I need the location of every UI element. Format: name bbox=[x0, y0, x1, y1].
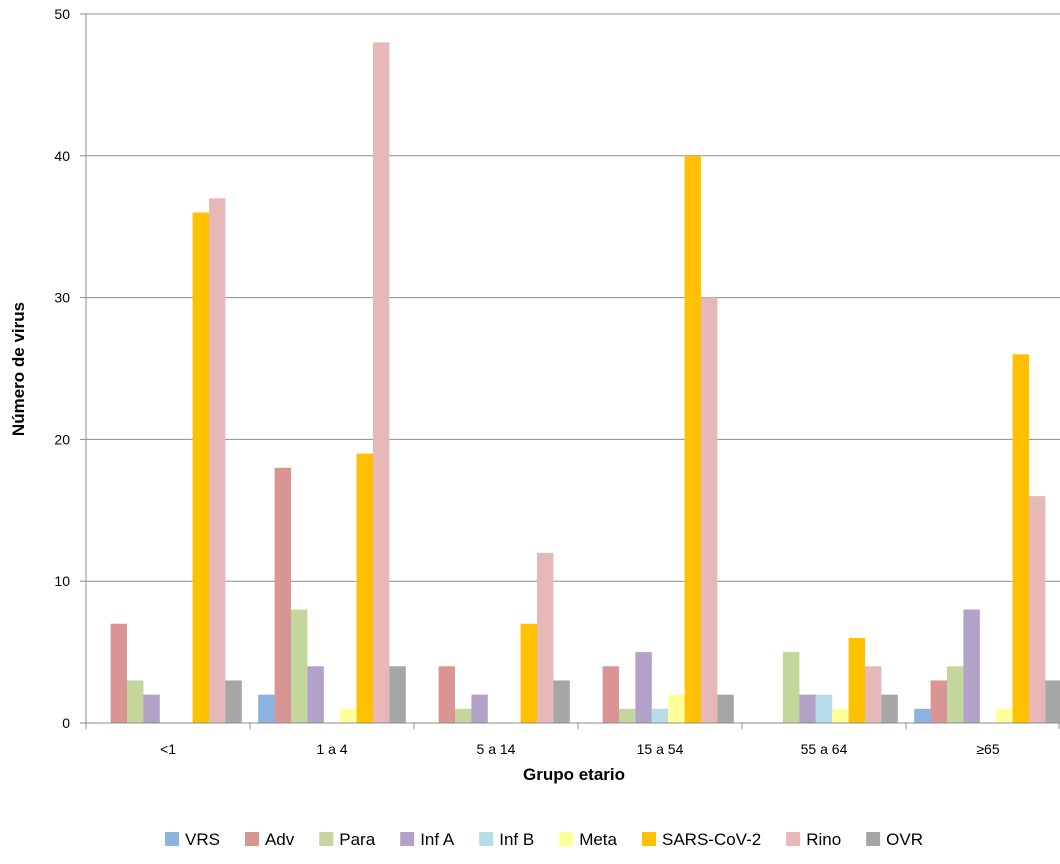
x-tick-label: 55 a 64 bbox=[801, 741, 848, 757]
bar-para-1 bbox=[291, 609, 308, 723]
bar-ovr-5 bbox=[1045, 680, 1060, 723]
legend-label: Inf A bbox=[420, 830, 455, 849]
legend-item-rino: Rino bbox=[786, 830, 841, 849]
bar-adv-1 bbox=[274, 467, 291, 723]
bar-para-5 bbox=[947, 666, 964, 723]
bar-sars-cov-2-4 bbox=[848, 637, 865, 723]
legend-item-adv: Adv bbox=[244, 830, 295, 849]
bar-inf-a-3 bbox=[635, 652, 652, 723]
legend-item-inf-b: Inf B bbox=[479, 830, 534, 849]
legend-swatch bbox=[319, 832, 334, 846]
bar-inf-b-4 bbox=[815, 694, 833, 723]
legend-item-meta: Meta bbox=[559, 830, 618, 849]
y-tick-label: 50 bbox=[54, 6, 70, 22]
legend-label: Inf B bbox=[499, 830, 534, 849]
legend-swatch bbox=[866, 832, 881, 846]
legend-swatch bbox=[400, 832, 415, 846]
bar-meta-1 bbox=[340, 708, 357, 723]
bar-rino-5 bbox=[1029, 496, 1046, 723]
x-tick-label: ≥65 bbox=[976, 741, 999, 757]
bar-ovr-3 bbox=[717, 694, 734, 723]
legend-item-vrs: VRS bbox=[165, 830, 220, 849]
bar-rino-3 bbox=[701, 297, 718, 723]
y-tick-label: 40 bbox=[54, 148, 70, 164]
x-tick-label: 1 a 4 bbox=[316, 741, 347, 757]
bar-ovr-0 bbox=[225, 680, 242, 723]
bar-adv-0 bbox=[110, 623, 127, 723]
bar-adv-5 bbox=[930, 680, 947, 723]
bar-para-4 bbox=[783, 652, 800, 723]
bar-vrs-1 bbox=[258, 694, 275, 723]
bar-para-3 bbox=[619, 708, 636, 723]
bar-meta-5 bbox=[996, 708, 1013, 723]
bar-inf-a-0 bbox=[143, 694, 160, 723]
x-axis-label: Grupo etario bbox=[523, 765, 625, 784]
bar-meta-3 bbox=[668, 694, 685, 723]
bar-adv-3 bbox=[602, 666, 619, 723]
bar-rino-0 bbox=[209, 198, 226, 724]
legend: VRS Adv Para Inf A Inf B Meta SARS-CoV-2 Rino OV… bbox=[165, 830, 923, 849]
bar-sars-cov-2-0 bbox=[192, 212, 209, 723]
bars-group bbox=[110, 42, 1060, 724]
axes bbox=[80, 13, 1060, 729]
legend-label: Meta bbox=[579, 830, 617, 849]
legend-label: Para bbox=[339, 830, 375, 849]
legend-item-ovr: OVR bbox=[866, 830, 923, 849]
bar-inf-b-3 bbox=[651, 708, 669, 723]
legend-swatch bbox=[165, 832, 179, 846]
legend-item-inf-a: Inf A bbox=[400, 830, 455, 849]
y-tick-label: 0 bbox=[62, 715, 70, 731]
bar-para-2 bbox=[455, 708, 472, 723]
legend-label: VRS bbox=[185, 830, 220, 849]
bar-para-0 bbox=[127, 680, 144, 723]
y-tick-label: 30 bbox=[54, 290, 70, 306]
bar-sars-cov-2-3 bbox=[684, 155, 701, 724]
bar-meta-4 bbox=[832, 708, 849, 723]
bar-rino-4 bbox=[865, 666, 882, 723]
bar-sars-cov-2-1 bbox=[356, 453, 373, 723]
bar-ovr-1 bbox=[389, 666, 406, 723]
y-tick-label: 20 bbox=[54, 431, 70, 447]
bar-vrs-5 bbox=[914, 708, 931, 723]
bar-ovr-2 bbox=[553, 680, 570, 723]
x-tick-label: 5 a 14 bbox=[477, 741, 516, 757]
bar-inf-a-5 bbox=[963, 609, 980, 723]
legend-swatch bbox=[244, 832, 259, 846]
y-tick-labels: 0 10 20 30 40 50 bbox=[54, 6, 70, 731]
legend-label: Adv bbox=[265, 830, 295, 849]
bar-inf-a-2 bbox=[471, 694, 488, 723]
legend-label: Rino bbox=[806, 830, 841, 849]
x-tick-label: 15 a 54 bbox=[637, 741, 684, 757]
bar-rino-1 bbox=[373, 42, 390, 724]
bar-adv-2 bbox=[438, 666, 455, 723]
bar-inf-a-4 bbox=[799, 694, 816, 723]
bar-sars-cov-2-2 bbox=[520, 623, 537, 723]
x-tick-labels: <1 1 a 4 5 a 14 15 a 54 55 a 64 ≥65 bbox=[160, 741, 1000, 757]
y-tick-label: 10 bbox=[54, 573, 70, 589]
x-tick-label: <1 bbox=[160, 741, 176, 757]
bar-inf-a-1 bbox=[307, 666, 324, 723]
bar-sars-cov-2-5 bbox=[1012, 354, 1029, 723]
bar-rino-2 bbox=[537, 552, 554, 723]
legend-swatch bbox=[479, 832, 494, 846]
legend-swatch bbox=[641, 832, 656, 846]
y-axis-label: Número de virus bbox=[9, 302, 28, 436]
legend-item-para: Para bbox=[319, 830, 376, 849]
grid-lines bbox=[86, 13, 1060, 582]
legend-item-sars-cov-2: SARS-CoV-2 bbox=[641, 830, 761, 849]
legend-swatch bbox=[559, 832, 574, 846]
legend-swatch bbox=[786, 832, 801, 846]
legend-label: SARS-CoV-2 bbox=[662, 830, 761, 849]
legend-label: OVR bbox=[886, 830, 923, 849]
bar-ovr-4 bbox=[881, 694, 898, 723]
